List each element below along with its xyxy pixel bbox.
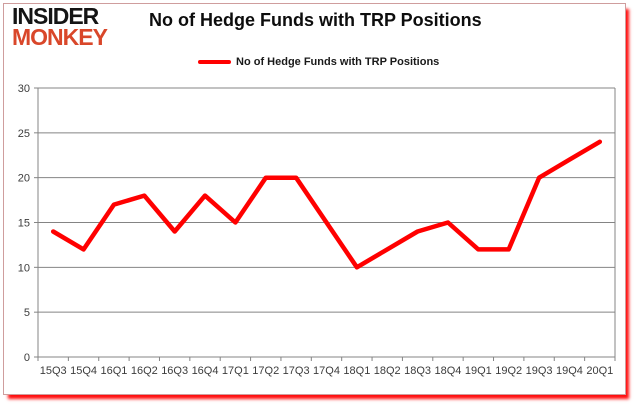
x-tick-label: 19Q4 xyxy=(556,365,583,377)
x-tick-label: 18Q1 xyxy=(343,365,370,377)
x-tick-label: 15Q4 xyxy=(70,365,97,377)
x-tick-label: 15Q3 xyxy=(40,365,67,377)
logo-text-monkey: MONKEY xyxy=(12,24,108,51)
y-tick-label: 20 xyxy=(18,173,30,185)
x-tick-label: 18Q4 xyxy=(435,365,462,377)
legend: No of Hedge Funds with TRP Positions xyxy=(198,56,439,68)
legend-line-swatch xyxy=(198,60,231,64)
series-line xyxy=(50,139,603,270)
chart-title: No of Hedge Funds with TRP Positions xyxy=(149,10,482,30)
x-tick-label: 20Q1 xyxy=(586,365,613,377)
y-tick-label: 5 xyxy=(24,307,30,319)
x-tick-label: 16Q4 xyxy=(192,365,219,377)
x-tick-label: 19Q3 xyxy=(526,365,553,377)
x-tick-label: 16Q3 xyxy=(161,365,188,377)
y-tick-label: 10 xyxy=(18,262,30,274)
x-tick-label: 18Q3 xyxy=(404,365,431,377)
y-tick-label: 25 xyxy=(18,128,30,140)
chart-card xyxy=(3,3,626,395)
legend-label: No of Hedge Funds with TRP Positions xyxy=(236,56,440,68)
insider-monkey-logo: INSIDER MONKEY xyxy=(12,3,108,51)
logo-text-insider: INSIDER xyxy=(12,3,99,29)
y-tick-label: 15 xyxy=(18,218,30,230)
y-tick-label: 30 xyxy=(18,83,30,95)
x-tick-label: 17Q4 xyxy=(313,365,340,377)
x-tick-label: 19Q2 xyxy=(495,365,522,377)
x-tick-label: 16Q1 xyxy=(100,365,127,377)
x-tick-label: 18Q2 xyxy=(374,365,401,377)
x-tick-label: 19Q1 xyxy=(465,365,492,377)
x-tick-label: 17Q2 xyxy=(252,365,279,377)
x-tick-label: 17Q1 xyxy=(222,365,249,377)
y-tick-label: 0 xyxy=(24,352,30,364)
x-tick-label: 16Q2 xyxy=(131,365,158,377)
x-tick-label: 17Q3 xyxy=(283,365,310,377)
